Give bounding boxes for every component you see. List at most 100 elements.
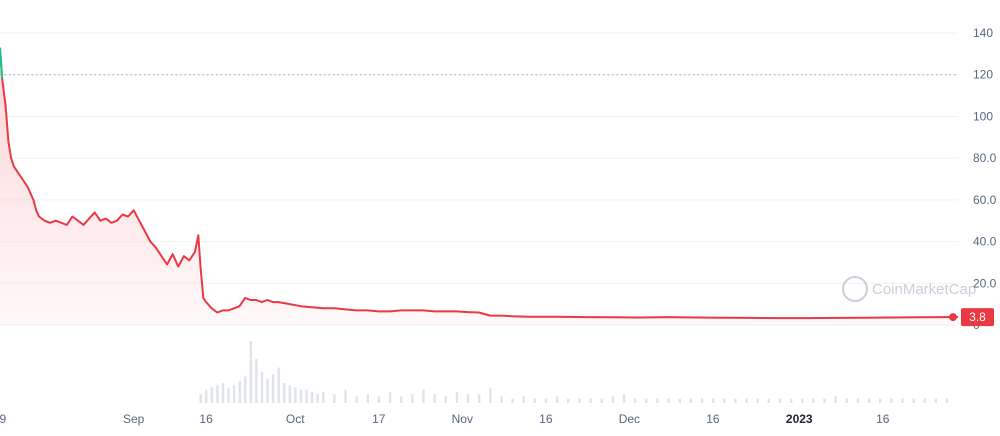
- volume-bar: [923, 398, 926, 403]
- volume-bar: [611, 396, 615, 403]
- y-tick-label: 20.0: [973, 276, 997, 290]
- x-tick-label: Nov: [452, 412, 473, 426]
- volume-bar: [912, 398, 915, 403]
- volume-bar: [645, 398, 648, 403]
- volume-bar: [856, 398, 860, 403]
- volume-bar: [901, 398, 904, 403]
- volume-bar: [689, 398, 693, 403]
- volume-bar: [812, 398, 815, 403]
- volume-bar: [316, 394, 319, 403]
- x-tick-label: 16: [876, 412, 890, 426]
- volume-bar: [444, 396, 447, 403]
- volume-bar: [288, 385, 292, 403]
- volume-bar: [283, 383, 286, 403]
- volume-bar: [945, 398, 949, 403]
- x-tick-label: Dec: [619, 412, 640, 426]
- volume-bar: [260, 372, 264, 403]
- volume-bar: [305, 389, 308, 403]
- y-tick-label: 80.0: [973, 151, 997, 165]
- volume-bar: [271, 374, 275, 403]
- volume-bar: [511, 398, 514, 403]
- current-price-badge: 3.8: [949, 308, 994, 327]
- volume-bar: [377, 396, 381, 403]
- volume-bar: [578, 398, 581, 403]
- volume-bar: [244, 376, 247, 403]
- volume-bar: [879, 398, 882, 403]
- volume-bar: [633, 398, 637, 403]
- volume-bar: [890, 398, 893, 403]
- volume-bar: [778, 398, 782, 403]
- volume-bar: [600, 398, 603, 403]
- current-price-badge-bg: [961, 308, 994, 327]
- volume-bar: [656, 398, 659, 403]
- volume-bar: [589, 398, 592, 403]
- y-tick-label: 140: [973, 26, 993, 40]
- volume-bar: [500, 396, 503, 403]
- gridlines: [0, 32, 958, 326]
- volume-bar: [310, 391, 314, 403]
- volume-bar: [299, 389, 303, 403]
- price-line-up-segment: [0, 47, 4, 79]
- volume-bar: [411, 394, 414, 403]
- volume-bar: [199, 394, 202, 403]
- volume-bar: [366, 394, 370, 403]
- volume-bar: [823, 398, 826, 403]
- watermark-text: CoinMarketCap: [872, 281, 976, 298]
- price-area-fill: [0, 47, 958, 325]
- volume-bar: [388, 391, 392, 403]
- volume-bar: [711, 398, 715, 403]
- volume-bar: [667, 398, 670, 403]
- volume-bar: [845, 398, 849, 403]
- volume-bar: [801, 398, 804, 403]
- volume-bar: [555, 396, 559, 403]
- volume-bar: [734, 398, 737, 403]
- price-line: [0, 47, 958, 320]
- x-tick-label: Sep: [123, 412, 145, 426]
- volume-bar: [678, 398, 681, 403]
- volume-bar: [232, 385, 236, 403]
- watermark: CoinMarketCap: [842, 276, 976, 302]
- volume-bar: [238, 380, 241, 403]
- volume-bar: [544, 398, 548, 403]
- volume-bar: [227, 387, 230, 403]
- x-tick-label: 16: [539, 412, 553, 426]
- volume-bar: [745, 398, 748, 403]
- volume-bar: [756, 398, 759, 403]
- volume-bar: [433, 394, 436, 403]
- volume-bar: [478, 394, 481, 403]
- volume-bar: [333, 394, 336, 403]
- volume-bar: [522, 396, 525, 403]
- volume-bar: [221, 383, 225, 403]
- x-tick-label: 16: [706, 412, 720, 426]
- volume-bar: [455, 391, 459, 403]
- volume-bar: [249, 341, 253, 403]
- volume-bar: [344, 389, 347, 403]
- volume-bar: [266, 378, 269, 403]
- volume-bar: [294, 387, 297, 403]
- volume-bar: [277, 367, 280, 403]
- x-tick-label: 16: [199, 412, 213, 426]
- current-price-label: 3.8: [969, 310, 986, 324]
- x-tick-label: Oct: [286, 412, 305, 426]
- volume-bar: [567, 398, 570, 403]
- volume-bars: [199, 341, 949, 403]
- y-tick-label: 40.0: [973, 235, 997, 249]
- volume-bar: [210, 387, 214, 403]
- y-tick-label: 100: [973, 109, 993, 123]
- volume-bar: [533, 398, 537, 403]
- volume-bar: [700, 398, 704, 403]
- current-price-dot: [949, 313, 957, 322]
- volume-bar: [867, 398, 871, 403]
- volume-bar: [489, 387, 492, 403]
- volume-bar: [205, 389, 208, 403]
- volume-bar: [934, 398, 938, 403]
- watermark-logo-icon: [842, 276, 868, 302]
- y-tick-label: 60.0: [973, 193, 997, 207]
- volume-bar: [622, 394, 626, 403]
- x-tick-label: 2023: [786, 412, 813, 426]
- volume-bar: [767, 398, 771, 403]
- volume-bar: [216, 385, 219, 403]
